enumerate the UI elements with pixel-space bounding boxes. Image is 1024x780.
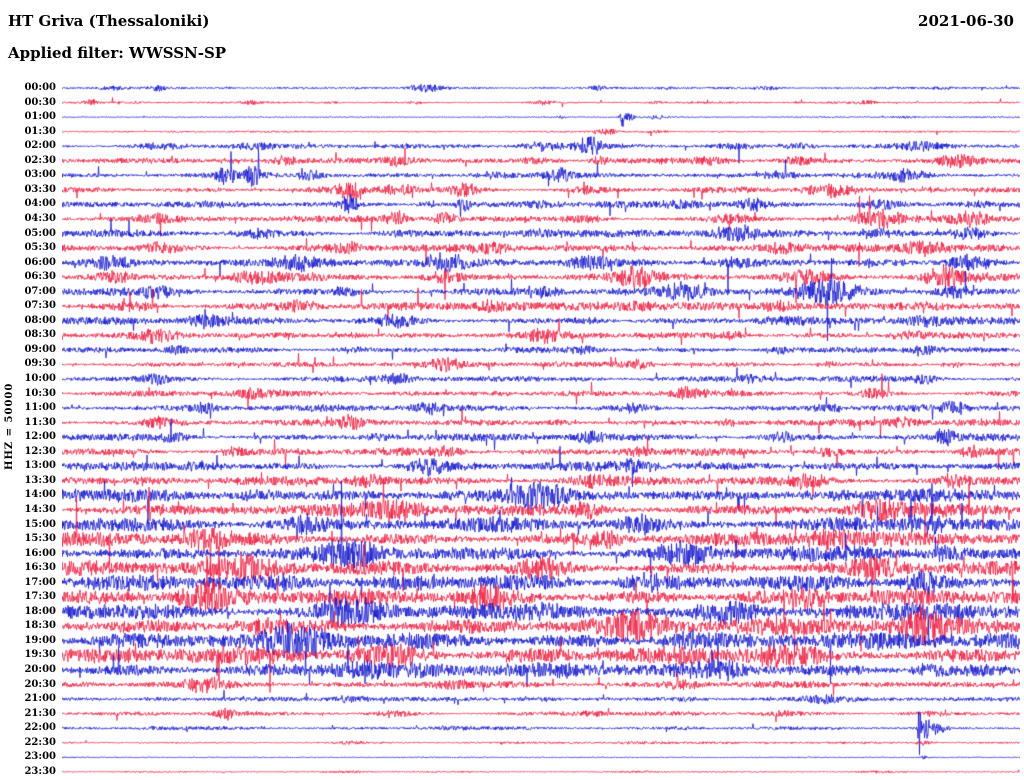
time-label: 14:30: [24, 503, 56, 515]
time-label: 20:00: [24, 664, 56, 675]
station-title: HT Griva (Thessaloniki): [8, 12, 210, 30]
time-label: 03:00: [24, 169, 56, 181]
helicorder-canvas: [62, 80, 1020, 780]
time-label: 16:30: [24, 562, 56, 574]
time-label: 02:00: [24, 140, 56, 152]
time-label: 21:00: [24, 693, 56, 705]
time-label: 20:30: [24, 678, 56, 690]
time-label: 12:00: [24, 431, 56, 443]
time-label: 05:00: [24, 227, 56, 239]
time-label: 09:30: [24, 358, 56, 370]
time-label: 06:00: [24, 256, 56, 268]
time-label: 15:00: [24, 518, 56, 530]
time-label: 18:00: [24, 605, 56, 617]
time-label: 15:30: [24, 533, 56, 545]
time-label: 09:00: [24, 343, 56, 355]
time-label: 04:30: [24, 212, 56, 224]
header: HT Griva (Thessaloniki) 2021-06-30: [8, 12, 1014, 30]
time-label: 08:00: [24, 314, 56, 326]
time-label: 10:00: [24, 373, 56, 384]
time-label: 13:00: [24, 460, 56, 472]
time-label: 19:00: [24, 634, 56, 646]
time-label: 05:30: [24, 242, 56, 254]
time-label: 10:30: [24, 387, 56, 399]
time-label: 21:30: [24, 707, 56, 719]
time-label: 00:30: [24, 96, 56, 108]
time-label: 16:00: [24, 547, 56, 559]
time-label: 17:30: [24, 591, 56, 603]
time-label: 02:30: [24, 154, 56, 166]
time-label: 23:00: [24, 751, 56, 763]
time-label: 18:30: [24, 620, 56, 632]
time-label: 11:30: [24, 416, 56, 428]
time-label: 12:30: [24, 445, 56, 457]
time-label: 11:00: [24, 402, 56, 414]
time-label: 04:00: [24, 198, 56, 210]
time-label: 14:00: [24, 489, 56, 501]
time-label: 17:00: [24, 576, 56, 588]
time-label: 08:30: [24, 329, 56, 341]
time-label: 01:00: [24, 111, 56, 123]
filter-label: Applied filter: WWSSN-SP: [8, 44, 227, 62]
date-label: 2021-06-30: [918, 12, 1014, 30]
time-label: 23:30: [24, 765, 56, 777]
time-label: 13:30: [24, 474, 56, 486]
time-label: 19:30: [24, 649, 56, 661]
time-label: 00:00: [24, 82, 56, 93]
time-label: 06:30: [24, 271, 56, 283]
time-label: 07:00: [24, 285, 56, 297]
time-label: 01:30: [24, 125, 56, 137]
time-label: 22:30: [24, 736, 56, 748]
time-label: 07:30: [24, 300, 56, 312]
time-label: 03:30: [24, 183, 56, 195]
time-label: 22:00: [24, 722, 56, 734]
